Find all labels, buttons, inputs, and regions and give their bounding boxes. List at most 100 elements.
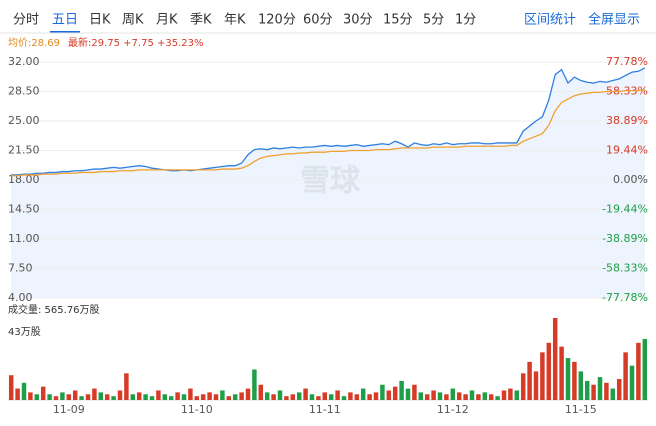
volume-bar: [136, 392, 142, 400]
volume-bar: [616, 379, 622, 400]
volume-bar: [367, 394, 372, 400]
volume-bar: [469, 390, 475, 400]
tab[interactable]: 日K: [89, 13, 111, 28]
volume-bar: [85, 394, 91, 400]
y2-tick-label: 38.89%: [606, 114, 648, 127]
volume-bar: [40, 386, 46, 400]
volume-bar: [335, 390, 340, 400]
latest-info: 最新:29.75 +7.75 +35.23%: [68, 36, 204, 49]
y-tick-label: 25.00: [8, 114, 40, 127]
volume-bar: [303, 388, 308, 400]
volume-bar: [130, 394, 136, 400]
volume-bar: [373, 392, 379, 400]
volume-bar: [15, 388, 20, 400]
volume-bar: [72, 390, 78, 400]
volume-bar: [424, 394, 430, 400]
volume-bar: [284, 396, 289, 400]
volume-bar: [21, 382, 27, 400]
volume-bar: [559, 346, 564, 400]
volume-bar: [213, 394, 219, 400]
volume-bar: [245, 388, 251, 400]
volume-bar: [156, 390, 161, 400]
volume-bar: [226, 396, 232, 400]
tab[interactable]: 5分: [423, 13, 444, 28]
volume-bar: [520, 373, 526, 400]
tool-button[interactable]: 区间统计: [524, 13, 576, 28]
volume-bar: [239, 392, 244, 400]
y-tick-label: 11.00: [8, 232, 40, 245]
price-line: [11, 67, 646, 176]
tab[interactable]: 年K: [224, 13, 246, 28]
volume-bar: [482, 392, 488, 400]
volume-bar: [450, 388, 456, 400]
volume-bar: [636, 342, 641, 400]
avg-info: 均价:28.69: [8, 37, 60, 49]
volume-bar: [98, 392, 104, 400]
tab[interactable]: 1分: [455, 13, 476, 28]
volume-bar: [501, 390, 507, 400]
volume-bar: [431, 390, 436, 400]
price-line: [11, 89, 645, 177]
volume-bar: [264, 392, 270, 400]
volume-bar: [444, 394, 449, 400]
tab[interactable]: 60分: [303, 13, 333, 28]
volume-bar: [604, 382, 609, 400]
volume-bar: [392, 386, 398, 400]
volume-bar: [629, 365, 635, 400]
volume-bar: [540, 352, 545, 400]
volume-bar: [508, 388, 513, 400]
volume-bar: [456, 392, 462, 400]
tab[interactable]: 120分: [258, 13, 296, 28]
tool-button[interactable]: 全屏显示: [588, 12, 640, 28]
y-tick-label: 14.50: [8, 203, 40, 216]
y-tick-label: 7.50: [8, 262, 33, 275]
volume-bar: [28, 392, 33, 400]
x-tick-label: 11-12: [437, 403, 469, 416]
volume-bar: [623, 352, 628, 400]
volume-bar: [175, 392, 180, 400]
volume-bar: [200, 394, 206, 400]
volume-bar: [252, 369, 257, 400]
volume-bar: [405, 388, 411, 400]
volume-bar: [591, 384, 596, 400]
y2-tick-label: -77.78%: [602, 291, 648, 304]
volume-bar: [578, 371, 584, 400]
tab[interactable]: 五日: [52, 13, 78, 28]
volume-bar: [8, 375, 14, 400]
tab[interactable]: 周K: [122, 13, 144, 28]
volume-bar: [296, 392, 302, 400]
volume-bar: [565, 358, 571, 400]
volume-bar: [79, 396, 84, 400]
y-tick-label: 28.50: [8, 85, 40, 98]
volume-bar: [271, 394, 276, 400]
watermark: 雪球: [300, 164, 361, 199]
volume-bar: [584, 380, 590, 400]
volume-title: 成交量: 565.76万股: [8, 303, 100, 316]
volume-bar: [111, 396, 116, 400]
tab[interactable]: 月K: [156, 13, 178, 28]
volume-bar: [322, 392, 328, 400]
y-tick-label: 21.50: [8, 144, 40, 157]
x-tick-label: 11-11: [309, 403, 341, 416]
tab[interactable]: 15分: [383, 13, 413, 28]
tab[interactable]: 分时: [13, 13, 39, 28]
tab[interactable]: 季K: [190, 13, 212, 28]
volume-bar: [495, 396, 500, 400]
volume-bar: [360, 388, 366, 400]
volume-bar: [533, 371, 539, 400]
y2-tick-label: 19.44%: [606, 144, 648, 157]
volume-bar: [220, 390, 225, 400]
volume-bar: [597, 377, 603, 400]
volume-bar: [412, 384, 417, 400]
volume-bar: [168, 396, 174, 400]
x-tick-label: 11-15: [565, 403, 597, 416]
y-tick-label: 32.00: [8, 55, 40, 68]
volume-bar: [124, 373, 129, 400]
volume-bar: [277, 390, 283, 400]
tab[interactable]: 30分: [343, 13, 373, 28]
price-area: [11, 67, 645, 299]
volume-bar: [610, 388, 616, 400]
volume-bar: [386, 390, 392, 400]
volume-bar: [181, 394, 187, 400]
